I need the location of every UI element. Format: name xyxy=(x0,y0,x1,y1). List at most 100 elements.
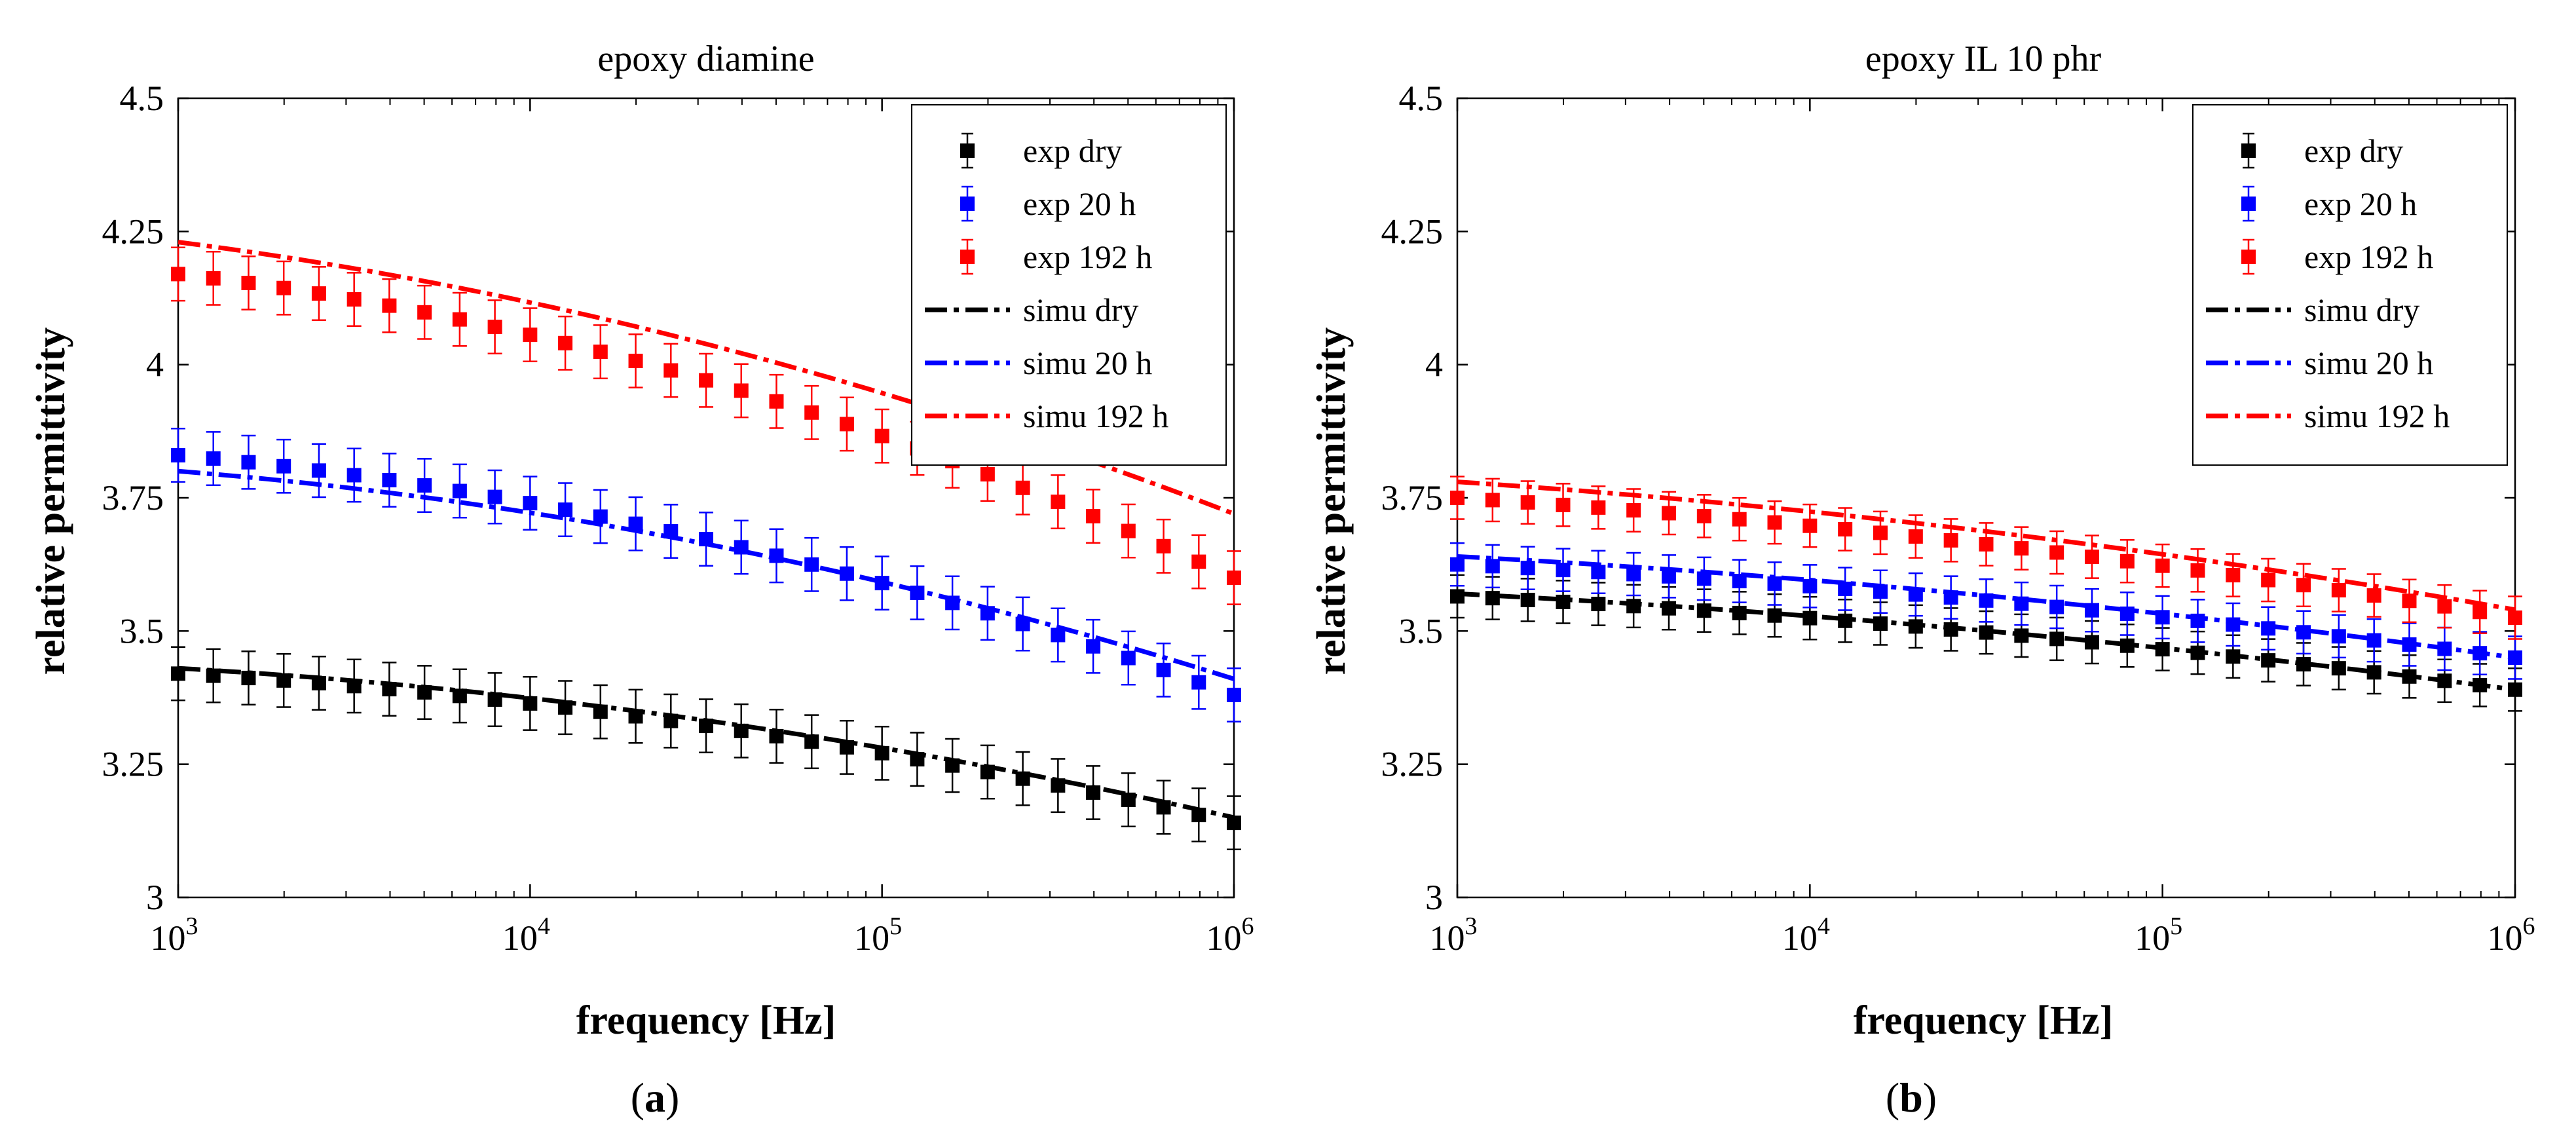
data-point xyxy=(593,345,608,360)
data-point xyxy=(1979,625,1994,640)
data-point xyxy=(2119,606,2135,621)
data-point xyxy=(2331,629,2346,644)
data-point xyxy=(1520,495,1535,510)
data-point xyxy=(1156,800,1171,815)
data-point xyxy=(1156,538,1171,554)
legend-marker xyxy=(960,250,975,264)
data-point xyxy=(1450,557,1465,572)
data-point xyxy=(874,745,889,760)
data-point xyxy=(1838,521,1853,536)
legend-label: exp 192 h xyxy=(1023,238,1152,275)
data-point xyxy=(1908,529,1923,544)
data-point xyxy=(276,459,291,474)
legend-label: simu 20 h xyxy=(1023,345,1152,381)
data-point xyxy=(276,673,291,688)
data-point xyxy=(663,524,679,539)
data-point xyxy=(1802,518,1818,533)
data-point xyxy=(558,502,573,517)
data-point xyxy=(910,752,925,767)
legend-label: exp dry xyxy=(2304,132,2403,169)
data-point xyxy=(417,478,432,493)
data-point xyxy=(628,709,643,724)
legend-label: exp 20 h xyxy=(1023,185,1136,222)
data-point xyxy=(734,723,749,738)
data-point xyxy=(2261,653,2276,668)
chart-title: epoxy IL 10 phr xyxy=(1865,39,2102,79)
data-point xyxy=(874,428,889,443)
data-point xyxy=(1191,554,1206,569)
data-point xyxy=(1802,610,1818,626)
data-point xyxy=(1626,599,1641,614)
legend-box xyxy=(2192,104,2508,466)
data-point xyxy=(2155,558,2170,573)
data-point xyxy=(1520,561,1535,576)
data-point xyxy=(276,280,291,295)
y-tick-label: 3.75 xyxy=(102,478,164,517)
data-point xyxy=(2437,641,2452,656)
data-point xyxy=(1802,578,1818,593)
data-point xyxy=(2226,568,2241,583)
data-point xyxy=(2261,621,2276,636)
data-point xyxy=(980,606,995,621)
data-point xyxy=(734,540,749,555)
data-point xyxy=(2226,617,2241,632)
data-point xyxy=(1732,605,1747,620)
data-point xyxy=(1838,581,1853,596)
x-tick-label: 105 xyxy=(2135,912,2182,958)
data-point xyxy=(769,548,784,563)
legend-label: simu dry xyxy=(1023,291,1138,328)
data-point xyxy=(2155,610,2170,625)
legend-marker xyxy=(2241,250,2256,264)
data-point xyxy=(382,472,397,487)
legend-marker xyxy=(960,197,975,211)
data-point xyxy=(1732,512,1747,527)
data-point xyxy=(734,383,749,398)
panel-label: (b) xyxy=(1886,1074,1937,1121)
legend-label: simu 192 h xyxy=(2304,398,2450,434)
data-point xyxy=(839,566,854,581)
y-tick-label: 3.5 xyxy=(120,611,164,650)
data-point xyxy=(910,586,925,601)
data-point xyxy=(241,275,256,290)
data-point xyxy=(699,373,713,388)
data-point xyxy=(2366,588,2381,603)
data-point xyxy=(523,696,538,711)
y-axis-label: relative permittivity xyxy=(1309,328,1354,675)
chart-title: epoxy diamine xyxy=(597,39,814,79)
y-axis-label: relative permittivity xyxy=(29,328,73,675)
legend-box xyxy=(911,104,1227,466)
data-point xyxy=(2473,605,2488,620)
data-point xyxy=(593,509,608,524)
data-point xyxy=(663,363,679,378)
experimental-series xyxy=(1450,542,2522,680)
y-tick-label: 4.25 xyxy=(1381,212,1444,251)
data-point xyxy=(839,740,854,755)
y-tick-label: 4 xyxy=(146,345,164,385)
data-point xyxy=(311,463,326,478)
data-point xyxy=(2296,657,2311,672)
data-point xyxy=(2049,599,2064,614)
data-point xyxy=(206,451,221,466)
data-point xyxy=(1015,771,1030,786)
data-point xyxy=(1767,576,1782,591)
data-point xyxy=(2473,646,2488,661)
data-point xyxy=(2049,545,2064,560)
data-point xyxy=(1086,785,1101,800)
data-point xyxy=(2366,665,2381,680)
data-point xyxy=(2119,554,2135,569)
data-point xyxy=(628,353,643,368)
legend-label: simu dry xyxy=(2304,291,2419,328)
data-point xyxy=(804,557,819,572)
data-point xyxy=(2014,541,2029,556)
data-point xyxy=(874,576,889,591)
data-point xyxy=(1051,495,1066,510)
data-point xyxy=(346,679,362,694)
data-point xyxy=(2508,610,2522,625)
data-point xyxy=(1626,503,1641,518)
data-point xyxy=(1015,480,1030,495)
y-tick-label: 3.5 xyxy=(1399,611,1444,650)
legend-label: exp 192 h xyxy=(2304,238,2433,275)
